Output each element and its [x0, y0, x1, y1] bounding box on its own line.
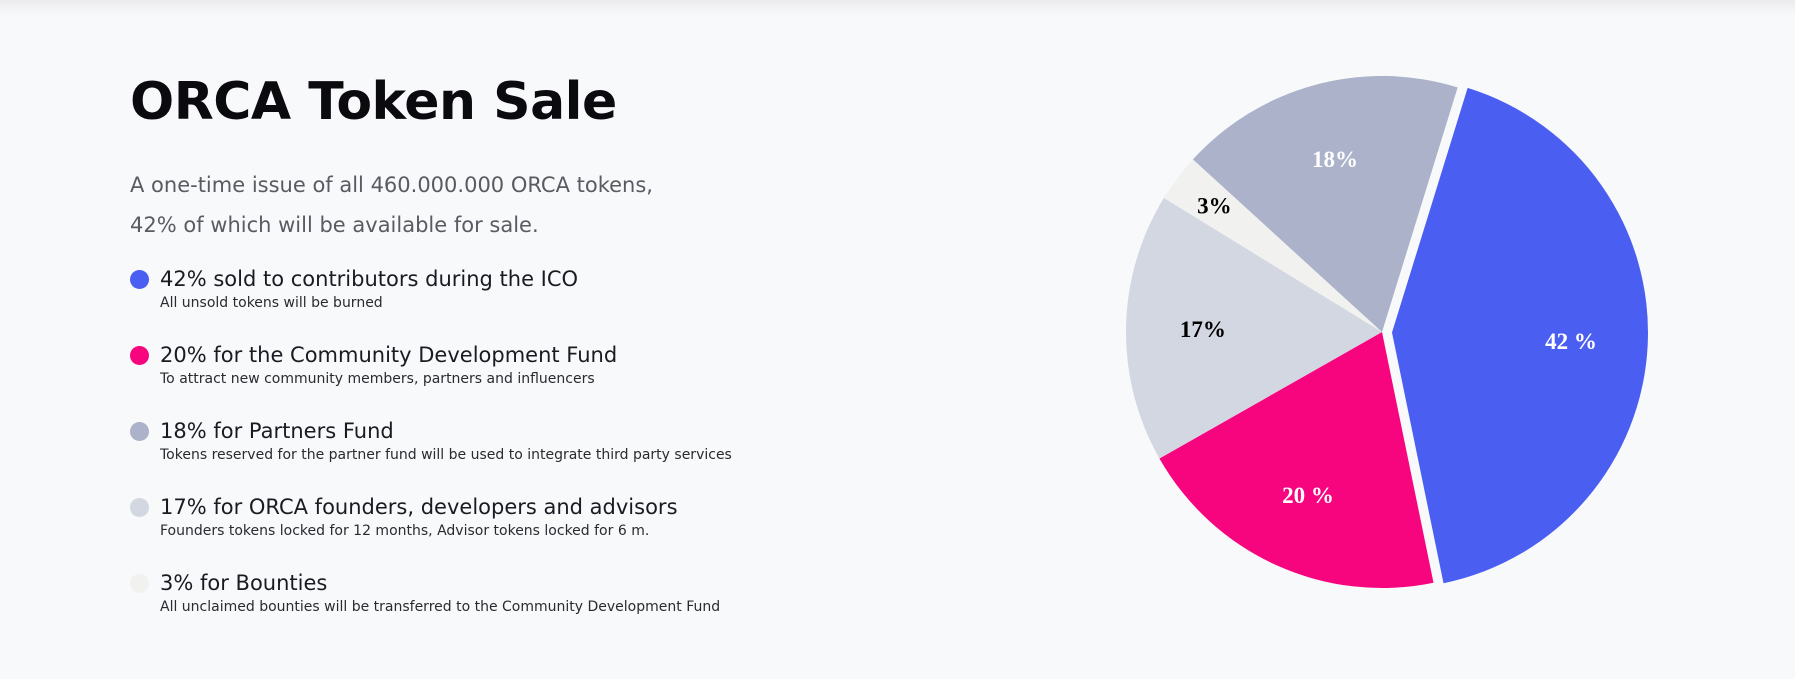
legend-item-contributors: 42% sold to contributors during the ICO … — [130, 265, 990, 341]
legend-dot-icon — [130, 270, 149, 289]
legend-item-title: 3% for Bounties — [160, 571, 328, 595]
legend-item-subtitle: All unsold tokens will be burned — [160, 295, 383, 311]
legend-item-bounties: 3% for Bounties All unclaimed bounties w… — [130, 569, 990, 645]
pie-label-community-fund: 20 % — [1282, 483, 1334, 508]
pie-slice-bounties — [1163, 159, 1382, 332]
legend-item-founders: 17% for ORCA founders, developers and ad… — [130, 493, 990, 569]
legend-dot-icon — [130, 498, 149, 517]
pie-slice-community-fund — [1159, 332, 1434, 588]
allocation-legend: 42% sold to contributors during the ICO … — [130, 265, 990, 645]
legend-item-title: 18% for Partners Fund — [160, 419, 394, 443]
legend-dot-icon — [130, 422, 149, 441]
pie-slice-partners-fund — [1192, 76, 1458, 333]
token-allocation-pie-chart: 42 % 20 % 17% 3% 18% — [1120, 55, 1680, 615]
token-sale-info: ORCA Token Sale A one-time issue of all … — [130, 72, 990, 661]
pie-chart-svg: 42 % 20 % 17% 3% 18% — [1126, 76, 1648, 588]
pie-slice-contributors — [1391, 87, 1648, 584]
intro-text: A one-time issue of all 460.000.000 ORCA… — [130, 165, 990, 245]
legend-item-subtitle: Tokens reserved for the partner fund wil… — [160, 447, 732, 463]
pie-label-partners-fund: 18% — [1312, 147, 1358, 172]
pie-label-founders: 17% — [1180, 317, 1226, 342]
pie-label-contributors: 42 % — [1545, 329, 1597, 354]
intro-line-2: 42% of which will be available for sale. — [130, 213, 539, 237]
pie-label-bounties: 3% — [1197, 194, 1232, 219]
legend-item-title: 42% sold to contributors during the ICO — [160, 267, 579, 291]
page-title: ORCA Token Sale — [130, 72, 617, 132]
pie-slice-founders — [1126, 197, 1382, 459]
legend-dot-icon — [130, 574, 149, 593]
legend-item-subtitle: All unclaimed bounties will be transferr… — [160, 599, 721, 615]
legend-item-title: 17% for ORCA founders, developers and ad… — [160, 495, 678, 519]
top-shade — [0, 0, 1795, 16]
legend-item-subtitle: To attract new community members, partne… — [160, 371, 595, 387]
legend-dot-icon — [130, 346, 149, 365]
legend-item-subtitle: Founders tokens locked for 12 months, Ad… — [160, 523, 650, 539]
legend-item-community-fund: 20% for the Community Development Fund T… — [130, 341, 990, 417]
legend-item-title: 20% for the Community Development Fund — [160, 343, 618, 367]
legend-item-partners-fund: 18% for Partners Fund Tokens reserved fo… — [130, 417, 990, 493]
intro-line-1: A one-time issue of all 460.000.000 ORCA… — [130, 173, 653, 197]
